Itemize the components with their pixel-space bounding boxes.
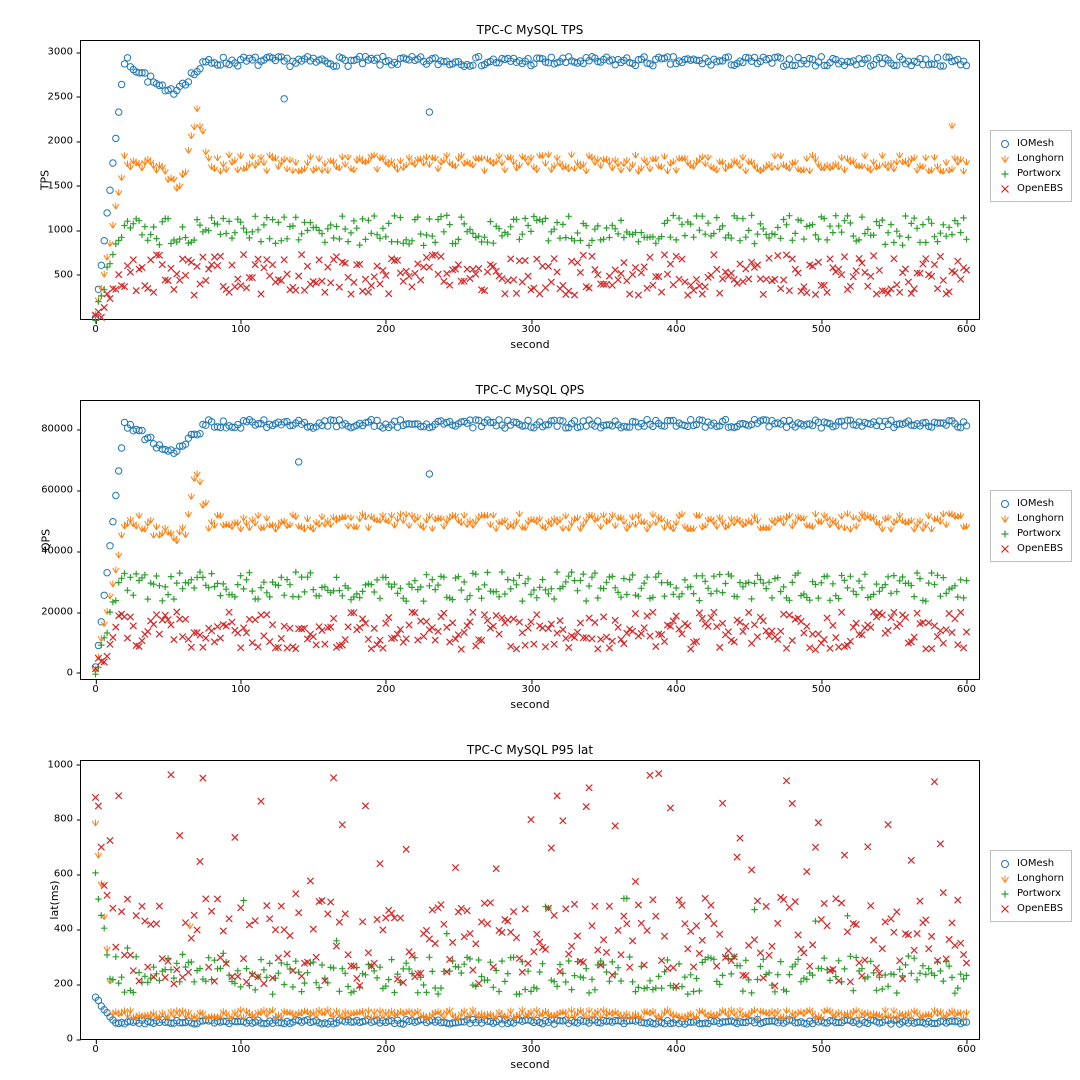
legend-marker-openebs [998,904,1012,914]
legend-marker-portworx [998,529,1012,539]
legend-marker-iomesh [998,859,1012,869]
x-tick: 0 [92,1044,98,1055]
x-tick: 0 [92,684,98,695]
legend: IOMeshLonghornPortworxOpenEBS [990,850,1072,922]
legend-label: OpenEBS [1017,181,1063,196]
chart-title: TPC-C MySQL QPS [81,383,979,397]
legend-marker-iomesh [998,139,1012,149]
x-axis-label: second [81,338,979,351]
legend-label: Portworx [1017,166,1061,181]
figure: TPC-C MySQL TPSsecondTPS0100200300400500… [0,0,1080,1080]
legend-label: IOMesh [1017,496,1054,511]
legend-item-portworx: Portworx [998,526,1064,541]
x-tick: 300 [521,324,540,335]
x-tick: 100 [231,684,250,695]
x-tick: 600 [957,324,976,335]
legend-marker-longhorn [998,874,1012,884]
y-tick: 2000 [48,136,73,147]
legend-item-longhorn: Longhorn [998,511,1064,526]
y-tick: 400 [54,924,73,935]
series-iomesh [92,416,969,670]
legend: IOMeshLonghornPortworxOpenEBS [990,130,1072,202]
y-tick: 3000 [48,47,73,58]
y-tick: 1500 [48,180,73,191]
legend-marker-longhorn [998,514,1012,524]
legend-item-portworx: Portworx [998,886,1064,901]
x-tick: 600 [957,684,976,695]
series-portworx [92,870,969,998]
legend-label: IOMesh [1017,136,1054,151]
plot-area [81,41,979,319]
legend-item-iomesh: IOMesh [998,856,1064,871]
legend-marker-iomesh [998,499,1012,509]
y-tick: 500 [54,269,73,280]
y-tick: 1000 [48,759,73,770]
x-tick: 300 [521,1044,540,1055]
plot-area [81,761,979,1039]
legend: IOMeshLonghornPortworxOpenEBS [990,490,1072,562]
legend-marker-openebs [998,544,1012,554]
y-axis-label: lat(ms) [48,880,61,919]
legend-marker-portworx [998,889,1012,899]
legend-label: Longhorn [1017,151,1064,166]
y-tick: 0 [67,1034,73,1045]
legend-label: Longhorn [1017,871,1064,886]
y-tick: 200 [54,979,73,990]
series-openebs [92,251,969,320]
legend-item-openebs: OpenEBS [998,181,1064,196]
legend-label: OpenEBS [1017,541,1063,556]
legend-label: IOMesh [1017,856,1054,871]
series-openebs [92,770,969,989]
x-tick: 400 [667,1044,686,1055]
x-tick: 200 [376,324,395,335]
x-tick: 500 [812,1044,831,1055]
series-iomesh [92,53,969,321]
series-portworx [92,212,969,323]
y-tick: 800 [54,814,73,825]
chart-title: TPC-C MySQL P95 lat [81,743,979,757]
chart-panel-tps: TPC-C MySQL TPSsecondTPS0100200300400500… [80,40,980,320]
y-tick: 600 [54,869,73,880]
x-tick: 500 [812,684,831,695]
legend-marker-longhorn [998,154,1012,164]
series-openebs [92,609,969,672]
y-tick: 1000 [48,225,73,236]
x-tick: 200 [376,1044,395,1055]
y-tick: 20000 [41,607,73,618]
chart-panel-qps: TPC-C MySQL QPSsecondQPS0100200300400500… [80,400,980,680]
legend-item-openebs: OpenEBS [998,541,1064,556]
x-tick: 0 [92,324,98,335]
legend-label: Portworx [1017,886,1061,901]
legend-item-iomesh: IOMesh [998,136,1064,151]
x-tick: 300 [521,684,540,695]
legend-marker-portworx [998,169,1012,179]
legend-item-longhorn: Longhorn [998,151,1064,166]
plot-area [81,401,979,679]
x-tick: 400 [667,684,686,695]
legend-item-longhorn: Longhorn [998,871,1064,886]
legend-item-portworx: Portworx [998,166,1064,181]
chart-title: TPC-C MySQL TPS [81,23,979,37]
legend-item-openebs: OpenEBS [998,901,1064,916]
x-tick: 100 [231,1044,250,1055]
x-tick: 600 [957,1044,976,1055]
x-axis-label: second [81,1058,979,1071]
x-tick: 500 [812,324,831,335]
x-axis-label: second [81,698,979,711]
y-tick: 0 [67,667,73,678]
chart-panel-lat: TPC-C MySQL P95 latsecondlat(ms)01002003… [80,760,980,1040]
x-tick: 200 [376,684,395,695]
legend-marker-openebs [998,184,1012,194]
y-tick: 40000 [41,546,73,557]
series-longhorn [92,470,969,672]
x-tick: 400 [667,324,686,335]
y-tick: 60000 [41,485,73,496]
y-tick: 2500 [48,91,73,102]
x-tick: 100 [231,324,250,335]
legend-label: OpenEBS [1017,901,1063,916]
legend-item-iomesh: IOMesh [998,496,1064,511]
legend-label: Longhorn [1017,511,1064,526]
legend-label: Portworx [1017,526,1061,541]
y-tick: 80000 [41,424,73,435]
